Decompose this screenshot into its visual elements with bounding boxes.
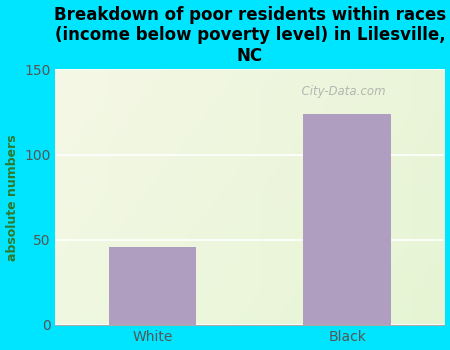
Y-axis label: absolute numbers: absolute numbers bbox=[5, 134, 18, 260]
Text: City-Data.com: City-Data.com bbox=[293, 85, 385, 98]
Title: Breakdown of poor residents within races
(income below poverty level) in Lilesvi: Breakdown of poor residents within races… bbox=[54, 6, 446, 65]
Bar bbox=[303, 114, 391, 325]
Bar bbox=[109, 246, 196, 325]
